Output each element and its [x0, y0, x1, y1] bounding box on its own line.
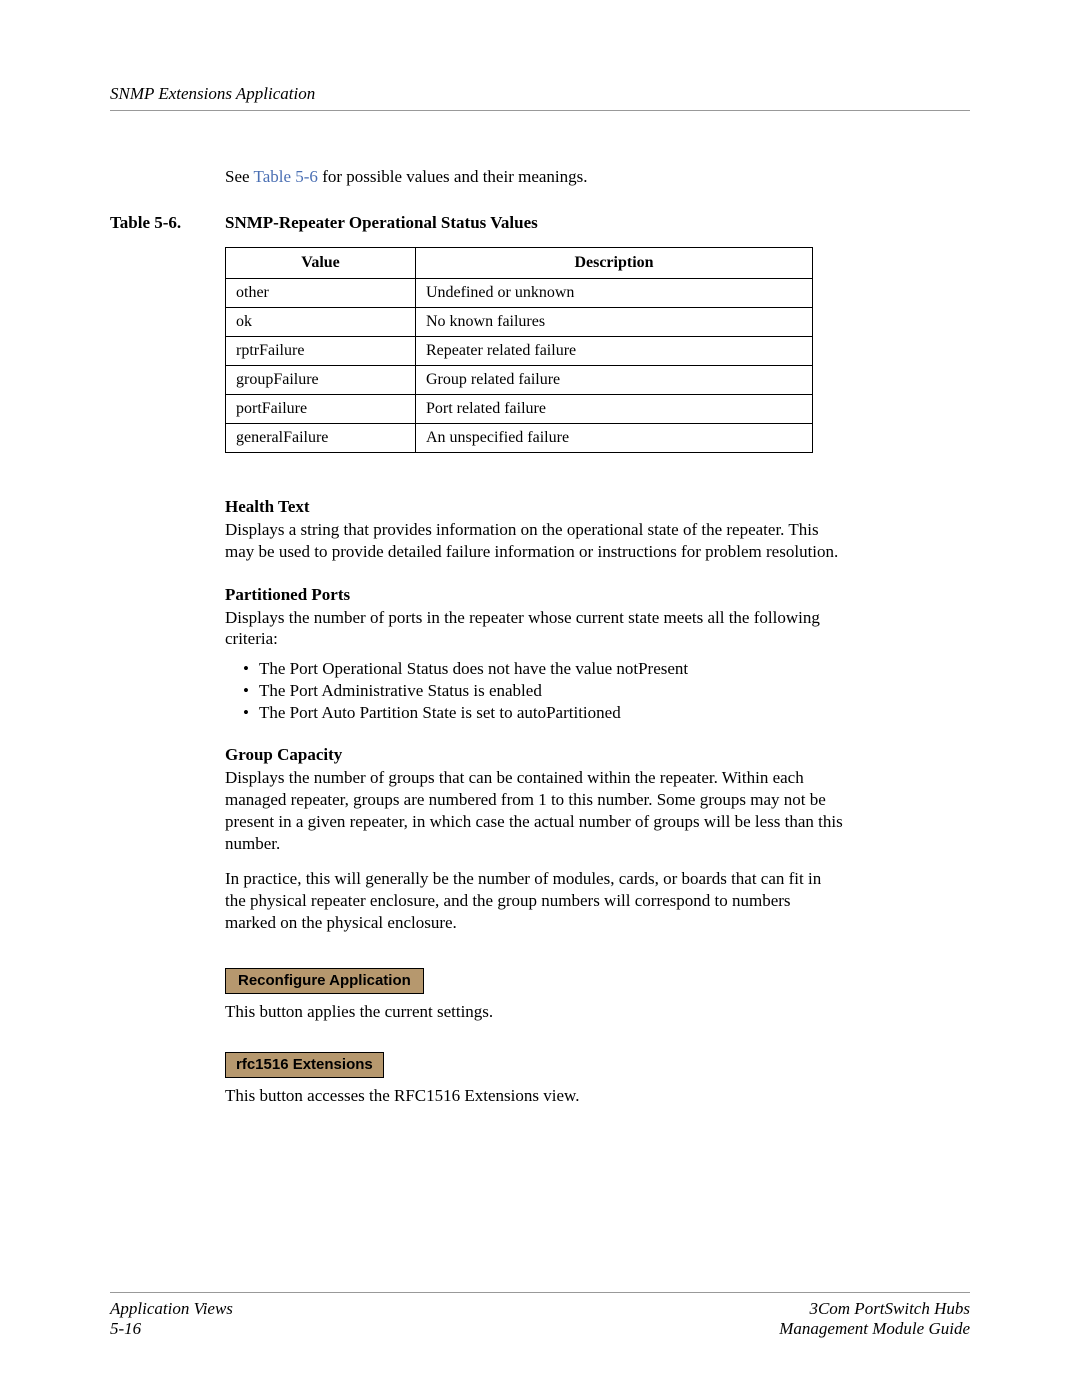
- table-header-value: Value: [226, 248, 416, 279]
- reconfigure-application-label: Reconfigure Application: [238, 972, 411, 989]
- list-item: The Port Auto Partition State is set to …: [243, 702, 845, 724]
- rfc1516-extensions-label: rfc1516 Extensions: [236, 1056, 373, 1073]
- table-cell-desc: Undefined or unknown: [416, 279, 813, 308]
- footer-guide-name: Management Module Guide: [779, 1319, 970, 1339]
- table-row: portFailurePort related failure: [226, 395, 813, 424]
- table-cell-desc: Group related failure: [416, 366, 813, 395]
- health-text-heading: Health Text: [225, 497, 845, 517]
- group-capacity-heading: Group Capacity: [225, 745, 845, 765]
- footer-page-number: 5-16: [110, 1319, 233, 1339]
- table-row: groupFailureGroup related failure: [226, 366, 813, 395]
- table-row: rptrFailureRepeater related failure: [226, 337, 813, 366]
- page-content: See Table 5-6 for possible values and th…: [225, 167, 845, 1106]
- footer-section-name: Application Views: [110, 1299, 233, 1319]
- rfc1516-extensions-desc: This button accesses the RFC1516 Extensi…: [225, 1086, 845, 1106]
- health-text-body: Displays a string that provides informat…: [225, 519, 845, 563]
- intro-prefix: See: [225, 167, 254, 186]
- list-item: The Port Operational Status does not hav…: [243, 658, 845, 680]
- table-cell-value: ok: [226, 308, 416, 337]
- list-item: The Port Administrative Status is enable…: [243, 680, 845, 702]
- table-cell-value: rptrFailure: [226, 337, 416, 366]
- table-cell-value: groupFailure: [226, 366, 416, 395]
- footer-product-name: 3Com PortSwitch Hubs: [779, 1299, 970, 1319]
- header-rule: [110, 110, 970, 111]
- rfc1516-extensions-button[interactable]: rfc1516 Extensions: [225, 1052, 384, 1078]
- table-row: otherUndefined or unknown: [226, 279, 813, 308]
- partitioned-ports-body: Displays the number of ports in the repe…: [225, 607, 845, 651]
- running-header: SNMP Extensions Application: [110, 84, 970, 104]
- table-cell-value: other: [226, 279, 416, 308]
- footer-left: Application Views 5-16: [110, 1299, 233, 1339]
- table-cell-desc: An unspecified failure: [416, 424, 813, 453]
- footer-right: 3Com PortSwitch Hubs Management Module G…: [779, 1299, 970, 1339]
- table-header-description: Description: [416, 248, 813, 279]
- table-cell-value: generalFailure: [226, 424, 416, 453]
- table-header-row: Value Description: [226, 248, 813, 279]
- table-cell-value: portFailure: [226, 395, 416, 424]
- group-capacity-body-2: In practice, this will generally be the …: [225, 868, 845, 933]
- partitioned-ports-list: The Port Operational Status does not hav…: [243, 658, 845, 723]
- group-capacity-body-1: Displays the number of groups that can b…: [225, 767, 845, 854]
- page-footer: Application Views 5-16 3Com PortSwitch H…: [110, 1292, 970, 1339]
- reconfigure-application-desc: This button applies the current settings…: [225, 1002, 845, 1022]
- status-values-table: Value Description otherUndefined or unkn…: [225, 247, 813, 453]
- table-caption: Table 5-6.SNMP-Repeater Operational Stat…: [110, 213, 845, 233]
- table-caption-title: SNMP-Repeater Operational Status Values: [225, 213, 538, 232]
- table-cell-desc: Repeater related failure: [416, 337, 813, 366]
- table-row: generalFailureAn unspecified failure: [226, 424, 813, 453]
- partitioned-ports-heading: Partitioned Ports: [225, 585, 845, 605]
- table-reference-link[interactable]: Table 5-6: [254, 167, 318, 186]
- intro-paragraph: See Table 5-6 for possible values and th…: [225, 167, 845, 187]
- intro-suffix: for possible values and their meanings.: [318, 167, 588, 186]
- reconfigure-application-button[interactable]: Reconfigure Application: [225, 968, 424, 994]
- table-row: okNo known failures: [226, 308, 813, 337]
- table-cell-desc: No known failures: [416, 308, 813, 337]
- table-caption-number: Table 5-6.: [110, 213, 225, 233]
- table-cell-desc: Port related failure: [416, 395, 813, 424]
